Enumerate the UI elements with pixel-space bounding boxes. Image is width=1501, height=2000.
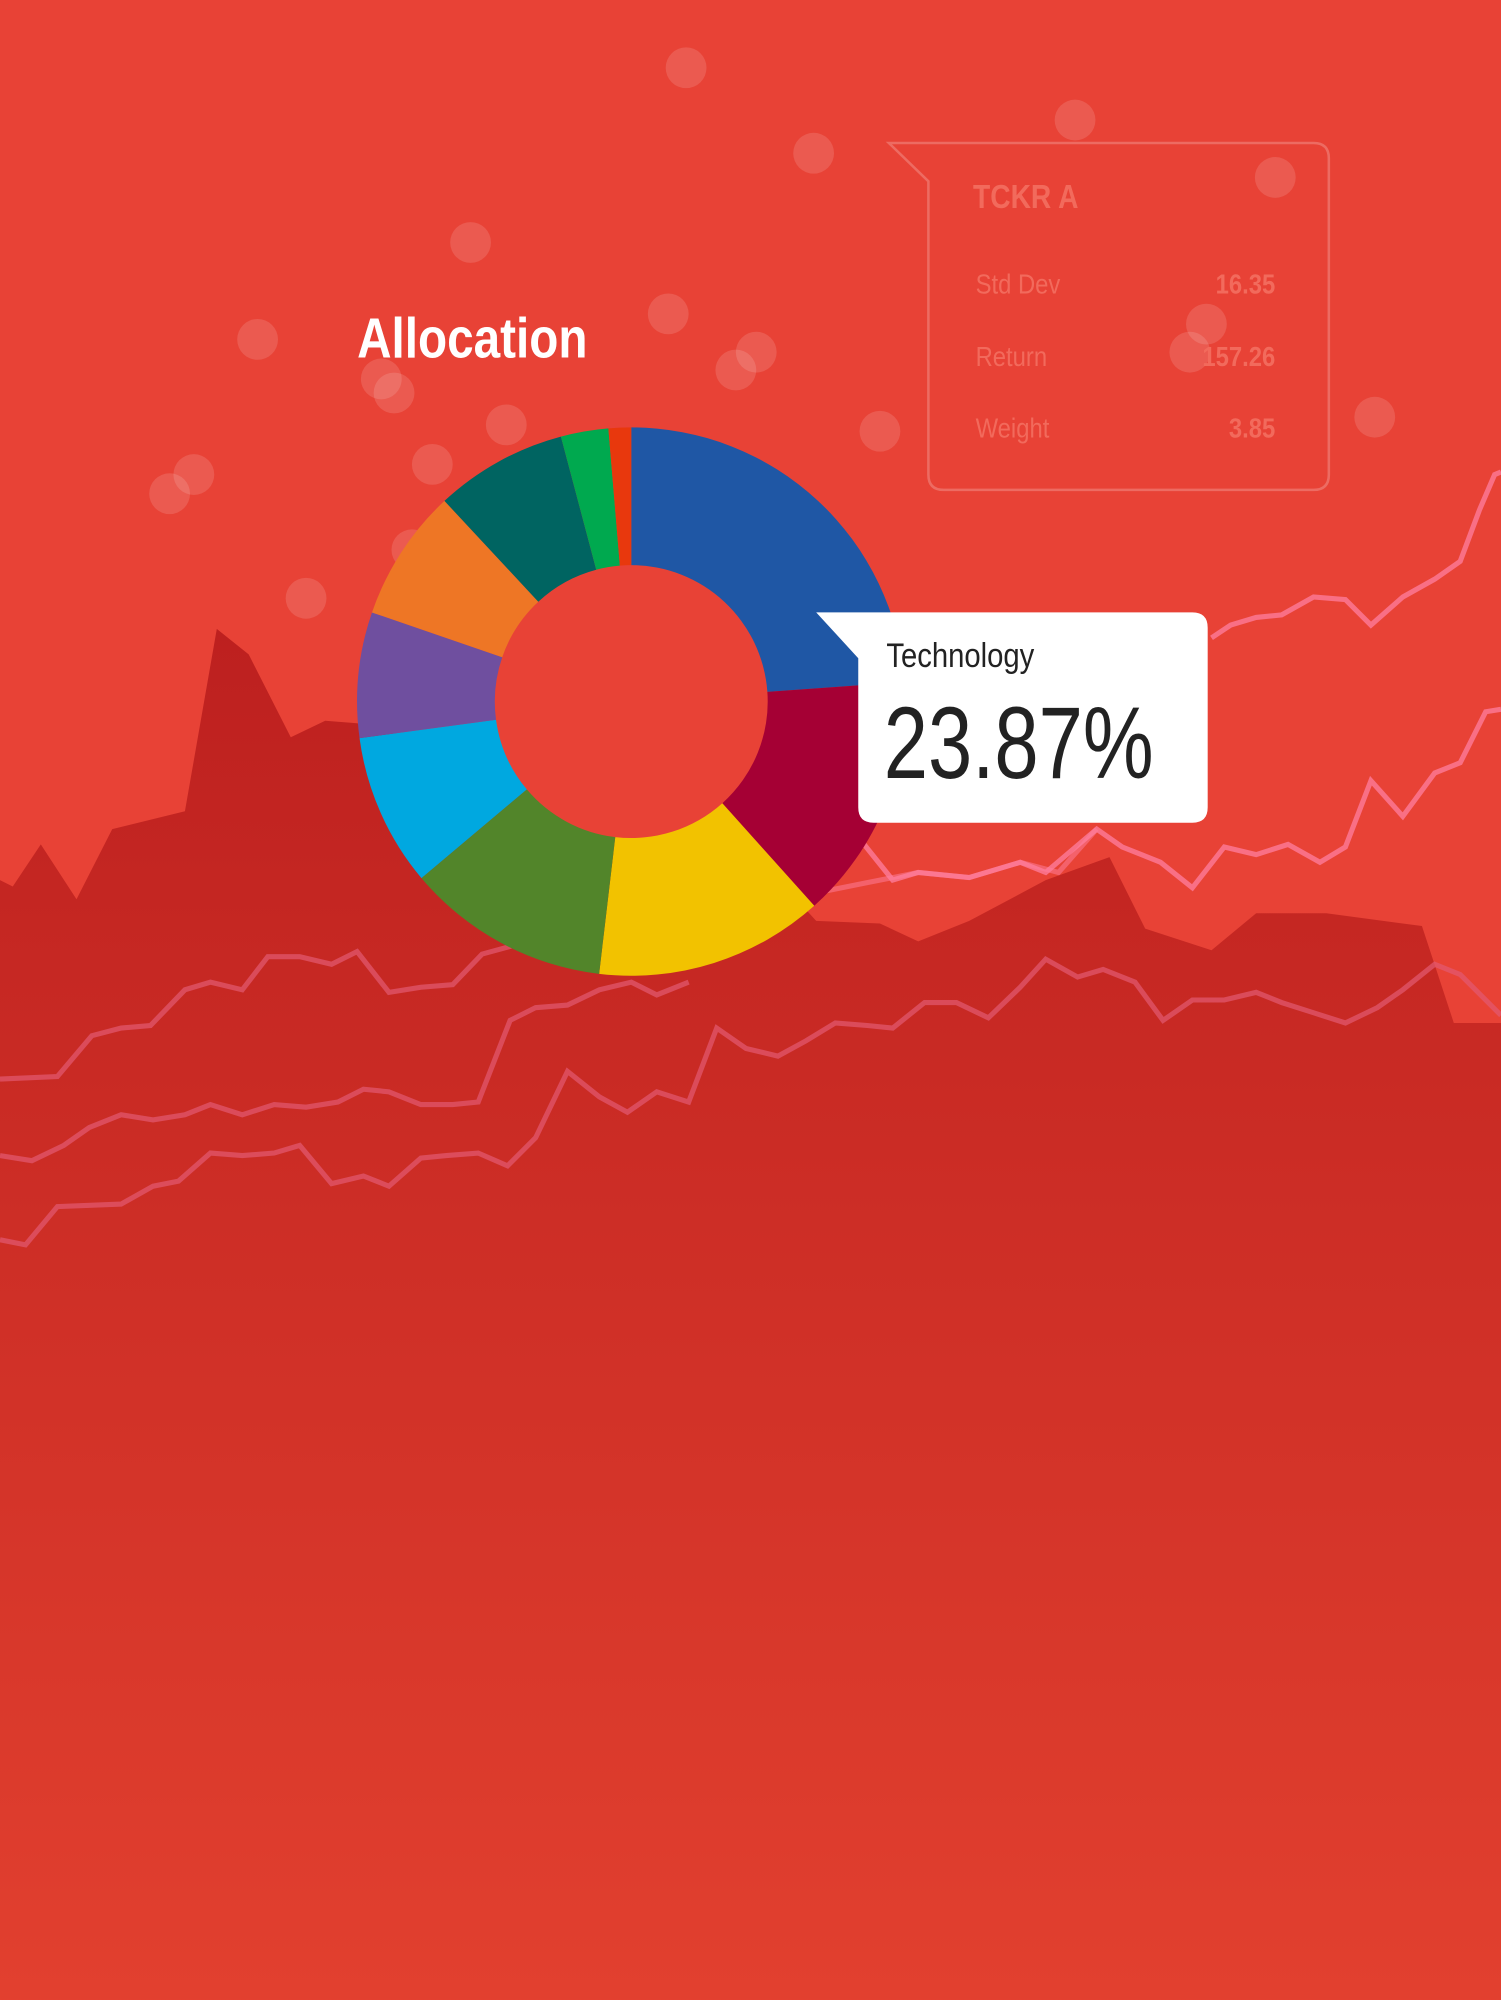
donut-segment xyxy=(357,612,503,739)
donut-segment xyxy=(359,719,527,879)
card-value: 16.35 xyxy=(1216,268,1276,300)
card-label: Return xyxy=(976,340,1048,372)
card-value: 3.85 xyxy=(1229,412,1275,444)
tooltip xyxy=(816,612,1208,823)
donut-segment xyxy=(421,789,616,974)
card-label: Std Dev xyxy=(976,268,1061,300)
tooltip-category: Technology xyxy=(886,636,1034,675)
donut-segment xyxy=(599,803,815,976)
donut-hole xyxy=(493,563,769,840)
background-lines xyxy=(738,469,1501,896)
card-label: Weight xyxy=(976,412,1050,444)
chart-title: Allocation xyxy=(357,308,587,370)
donut-segment xyxy=(444,436,597,602)
tooltip-value: 23.87% xyxy=(884,687,1154,801)
card-title: TCKR A xyxy=(973,178,1078,216)
donut-segment xyxy=(608,427,632,566)
card-value: 157.26 xyxy=(1202,340,1275,372)
stats-card xyxy=(885,141,1331,492)
donut-segment xyxy=(371,500,539,658)
donut-segment xyxy=(560,428,620,570)
donut xyxy=(357,427,906,976)
